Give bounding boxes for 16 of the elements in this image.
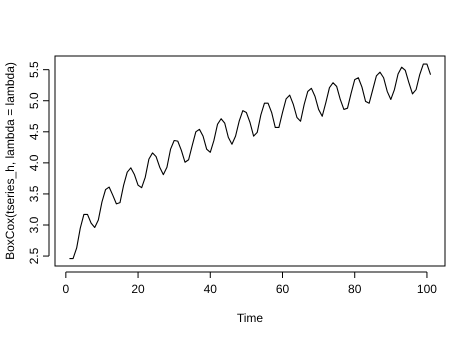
y-tick-label: 2.5: [27, 247, 41, 264]
y-tick-label: 4.5: [27, 123, 41, 140]
line-series: [68, 64, 432, 260]
y-axis-title: BoxCox(tseries_h, lambda = lambda): [3, 62, 17, 260]
x-tick-label: 0: [62, 282, 70, 296]
y-tick-label: 3.5: [27, 185, 41, 202]
y-tick-label: 5.0: [27, 92, 41, 110]
x-tick-label: 100: [416, 282, 438, 296]
x-tick-label: 20: [131, 282, 146, 296]
x-tick-label: 60: [276, 282, 290, 296]
x-tick-label: 80: [348, 282, 362, 296]
x-axis-title: Time: [236, 311, 264, 325]
y-tick-label: 4.0: [27, 154, 41, 172]
y-tick-label: 3.0: [27, 216, 41, 234]
x-tick-label: 40: [204, 282, 218, 296]
y-tick-label: 5.5: [27, 61, 41, 78]
